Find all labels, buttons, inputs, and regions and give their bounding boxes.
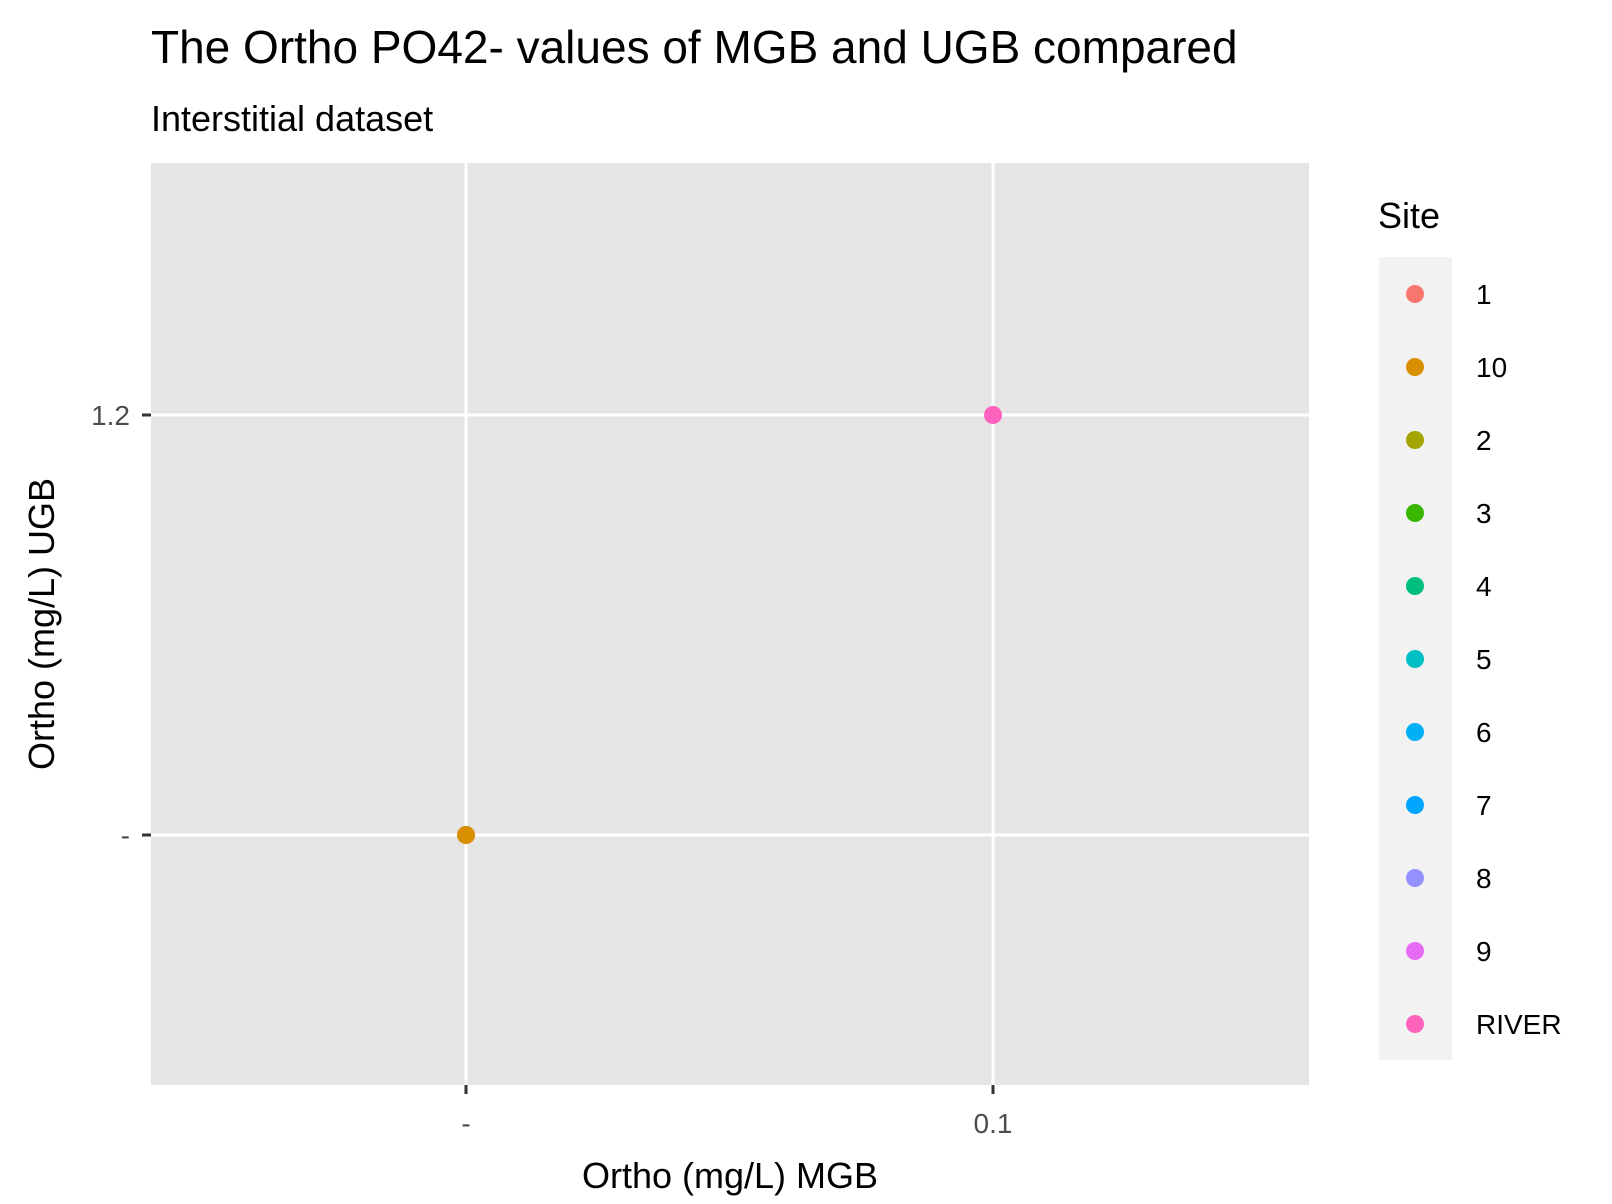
legend-label: 3 <box>1476 498 1492 529</box>
chart-title: The Ortho PO42- values of MGB and UGB co… <box>151 21 1238 73</box>
x-axis-title: Ortho (mg/L) MGB <box>582 1155 878 1196</box>
legend-entries: 1 10 2 3 4 5 6 7 8 9 RIVER <box>1406 279 1562 1040</box>
legend-key-river <box>1406 1015 1424 1033</box>
legend-key-8 <box>1406 869 1424 887</box>
legend-label: 9 <box>1476 936 1492 967</box>
legend-key-3 <box>1406 504 1424 522</box>
legend-key-4 <box>1406 577 1424 595</box>
legend-label: RIVER <box>1476 1009 1562 1040</box>
axis-ticks: - 0.1 - 1.2 <box>91 400 1012 1139</box>
y-axis-title: Ortho (mg/L) UGB <box>21 478 62 770</box>
legend-label: 5 <box>1476 644 1492 675</box>
legend-label: 10 <box>1476 352 1507 383</box>
legend-label: 7 <box>1476 790 1492 821</box>
legend-key-9 <box>1406 942 1424 960</box>
legend-label: 1 <box>1476 279 1492 310</box>
legend-label: 8 <box>1476 863 1492 894</box>
legend-key-1 <box>1406 285 1424 303</box>
legend-title: Site <box>1378 195 1440 236</box>
legend-label: 2 <box>1476 425 1492 456</box>
legend-key-7 <box>1406 796 1424 814</box>
legend-key-5 <box>1406 650 1424 668</box>
data-point-river <box>984 406 1002 424</box>
legend-key-6 <box>1406 723 1424 741</box>
chart-subtitle: Interstitial dataset <box>151 98 433 139</box>
y-tick-label: 1.2 <box>91 400 130 431</box>
data-point-10 <box>457 826 475 844</box>
legend-label: 4 <box>1476 571 1492 602</box>
legend-key-10 <box>1406 358 1424 376</box>
x-tick-label: - <box>461 1108 470 1139</box>
data-points <box>457 406 1002 844</box>
x-tick-label: 0.1 <box>974 1108 1013 1139</box>
plot-panel <box>151 163 1309 1085</box>
grid-lines <box>151 163 1309 1085</box>
legend-label: 6 <box>1476 717 1492 748</box>
legend-key-2 <box>1406 431 1424 449</box>
y-tick-label: - <box>121 820 130 851</box>
